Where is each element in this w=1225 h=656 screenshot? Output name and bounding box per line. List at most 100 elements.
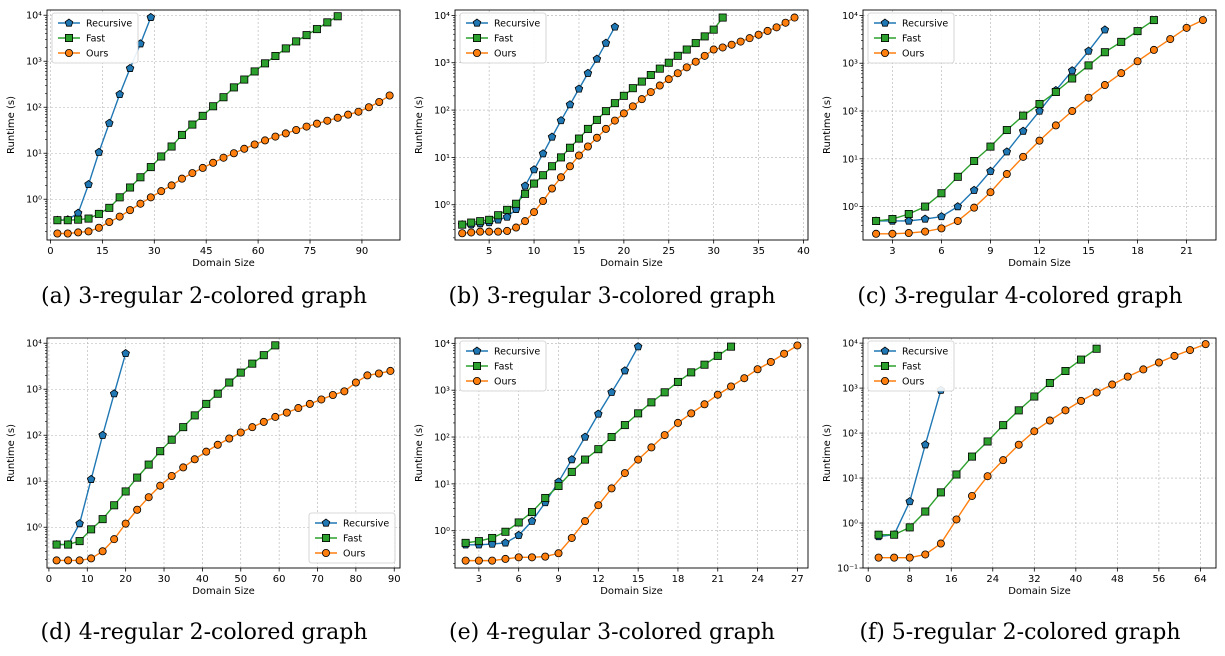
data-point-fast	[167, 142, 176, 151]
legend-box	[308, 512, 396, 564]
data-point-fast	[601, 107, 610, 116]
data-point-fast	[581, 455, 590, 464]
series-ours	[461, 341, 802, 565]
data-point-ours	[766, 357, 775, 366]
y-tick-label: 10¹	[434, 479, 450, 490]
data-point-ours	[1139, 365, 1148, 374]
data-point-fast	[133, 473, 142, 482]
data-point-fast	[673, 51, 682, 60]
data-point-recursive	[125, 63, 135, 72]
x-tick-label: 40	[1069, 574, 1082, 585]
data-point-fast	[567, 467, 576, 476]
data-point-recursive	[937, 212, 946, 221]
x-tick-label: 3	[889, 246, 895, 257]
data-point-ours	[1030, 427, 1039, 436]
y-tick-label: 10⁴	[26, 11, 42, 22]
data-point-ours	[687, 409, 696, 418]
data-point-fast	[968, 452, 977, 461]
legend-box	[867, 340, 955, 392]
data-point-ours	[94, 223, 103, 232]
data-point-fast	[84, 214, 93, 223]
data-point-fast	[474, 537, 483, 546]
chart-panel-d: 0 10 20 30 40 50 60 70 80 90 10⁰ 10¹ 10² 10³ 10⁴ Domain…	[0, 328, 408, 656]
data-point-fast	[904, 210, 913, 219]
data-point-ours	[494, 227, 503, 236]
legend-label-fast: Fast	[494, 34, 513, 45]
data-point-ours	[745, 34, 754, 43]
data-point-fast	[179, 423, 188, 432]
y-axis-label: Runtime (s)	[414, 424, 425, 482]
data-point-fast	[87, 525, 96, 534]
grid	[455, 338, 808, 568]
legend-marker-fast	[881, 34, 890, 43]
legend-marker-ours	[473, 49, 482, 58]
data-point-fast	[565, 143, 574, 152]
data-point-ours	[323, 116, 332, 125]
data-point-ours	[888, 229, 897, 238]
data-point-ours	[664, 75, 673, 84]
data-point-ours	[607, 484, 616, 493]
data-point-recursive	[98, 430, 107, 439]
data-point-ours	[501, 554, 510, 563]
x-tick-label: 75	[304, 246, 317, 257]
data-point-ours	[261, 136, 270, 145]
data-point-ours	[385, 91, 394, 100]
data-point-fast	[986, 142, 995, 151]
data-point-ours	[1051, 121, 1060, 130]
data-point-ours	[292, 126, 301, 135]
y-tick-label: 10⁰	[26, 195, 42, 206]
y-tick-label: 10²	[26, 103, 42, 114]
data-point-fast	[660, 388, 669, 397]
legend-box	[51, 12, 139, 64]
x-axis-label: Domain Size	[600, 586, 663, 597]
series-fast	[461, 342, 736, 547]
plot-frame	[46, 9, 401, 241]
data-point-ours	[999, 456, 1008, 465]
data-point-ours	[936, 539, 945, 548]
data-point-fast	[1061, 366, 1070, 375]
data-point-recursive	[75, 519, 84, 528]
data-point-fast	[501, 527, 510, 536]
data-point-ours	[1035, 136, 1044, 145]
data-point-ours	[305, 399, 314, 408]
data-point-fast	[687, 368, 696, 377]
data-point-ours	[541, 552, 550, 561]
data-point-recursive	[84, 179, 93, 189]
x-tick-label: 40	[797, 246, 810, 257]
legend-label-recursive: Recursive	[494, 19, 540, 30]
data-point-ours	[121, 519, 130, 528]
data-point-fast	[105, 203, 114, 212]
data-point-ours	[781, 18, 790, 27]
caption-e: (e) 4-regular 3-colored graph	[449, 620, 775, 645]
data-point-fast	[188, 120, 197, 129]
data-point-fast	[521, 189, 530, 198]
data-point-ours	[953, 216, 962, 225]
data-point-ours	[259, 417, 268, 426]
data-point-ours	[202, 447, 211, 456]
data-point-fast	[713, 351, 722, 360]
x-tick-label: 20	[119, 574, 132, 585]
data-point-ours	[700, 51, 709, 60]
legend-marker-ours	[65, 49, 74, 58]
data-point-fast	[1068, 74, 1077, 83]
data-point-ours	[485, 227, 494, 236]
data-point-fast	[647, 398, 656, 407]
caption-b: (b) 3-regular 3-colored graph	[448, 284, 776, 309]
x-tick-label: 12	[1033, 246, 1046, 257]
data-point-ours	[1133, 57, 1142, 66]
legend-label-recursive: Recursive	[343, 519, 389, 530]
data-point-fast	[64, 540, 73, 549]
x-tick-label: 30	[707, 246, 720, 257]
data-point-ours	[1019, 152, 1028, 161]
chart-panel-c: 3 6 9 12 15 18 21 10⁰ 10¹ 10² 10³ 10⁴ Domain Size Run…	[816, 0, 1224, 328]
legend: Recursive Fast Ours	[459, 340, 547, 392]
data-point-fast	[548, 162, 557, 171]
data-point-fast	[574, 134, 583, 143]
data-point-ours	[281, 129, 290, 138]
data-point-recursive	[601, 38, 611, 47]
data-point-ours	[1198, 16, 1207, 25]
data-point-fast	[157, 152, 166, 161]
caption-c: (c) 3-regular 4-colored graph	[857, 284, 1183, 309]
x-tick-label: 12	[592, 574, 605, 585]
data-point-ours	[156, 481, 165, 490]
